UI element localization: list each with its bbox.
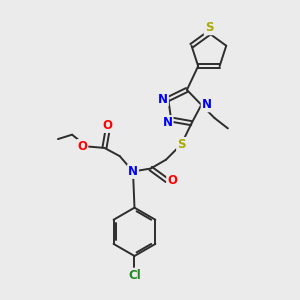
Text: S: S — [205, 21, 213, 34]
Text: Cl: Cl — [128, 268, 141, 282]
Text: O: O — [77, 140, 87, 153]
Text: S: S — [177, 138, 186, 151]
Text: N: N — [158, 92, 168, 106]
Text: N: N — [202, 98, 212, 111]
Text: O: O — [167, 174, 177, 187]
Text: N: N — [163, 116, 172, 129]
Text: O: O — [102, 119, 112, 132]
Text: N: N — [128, 165, 138, 178]
